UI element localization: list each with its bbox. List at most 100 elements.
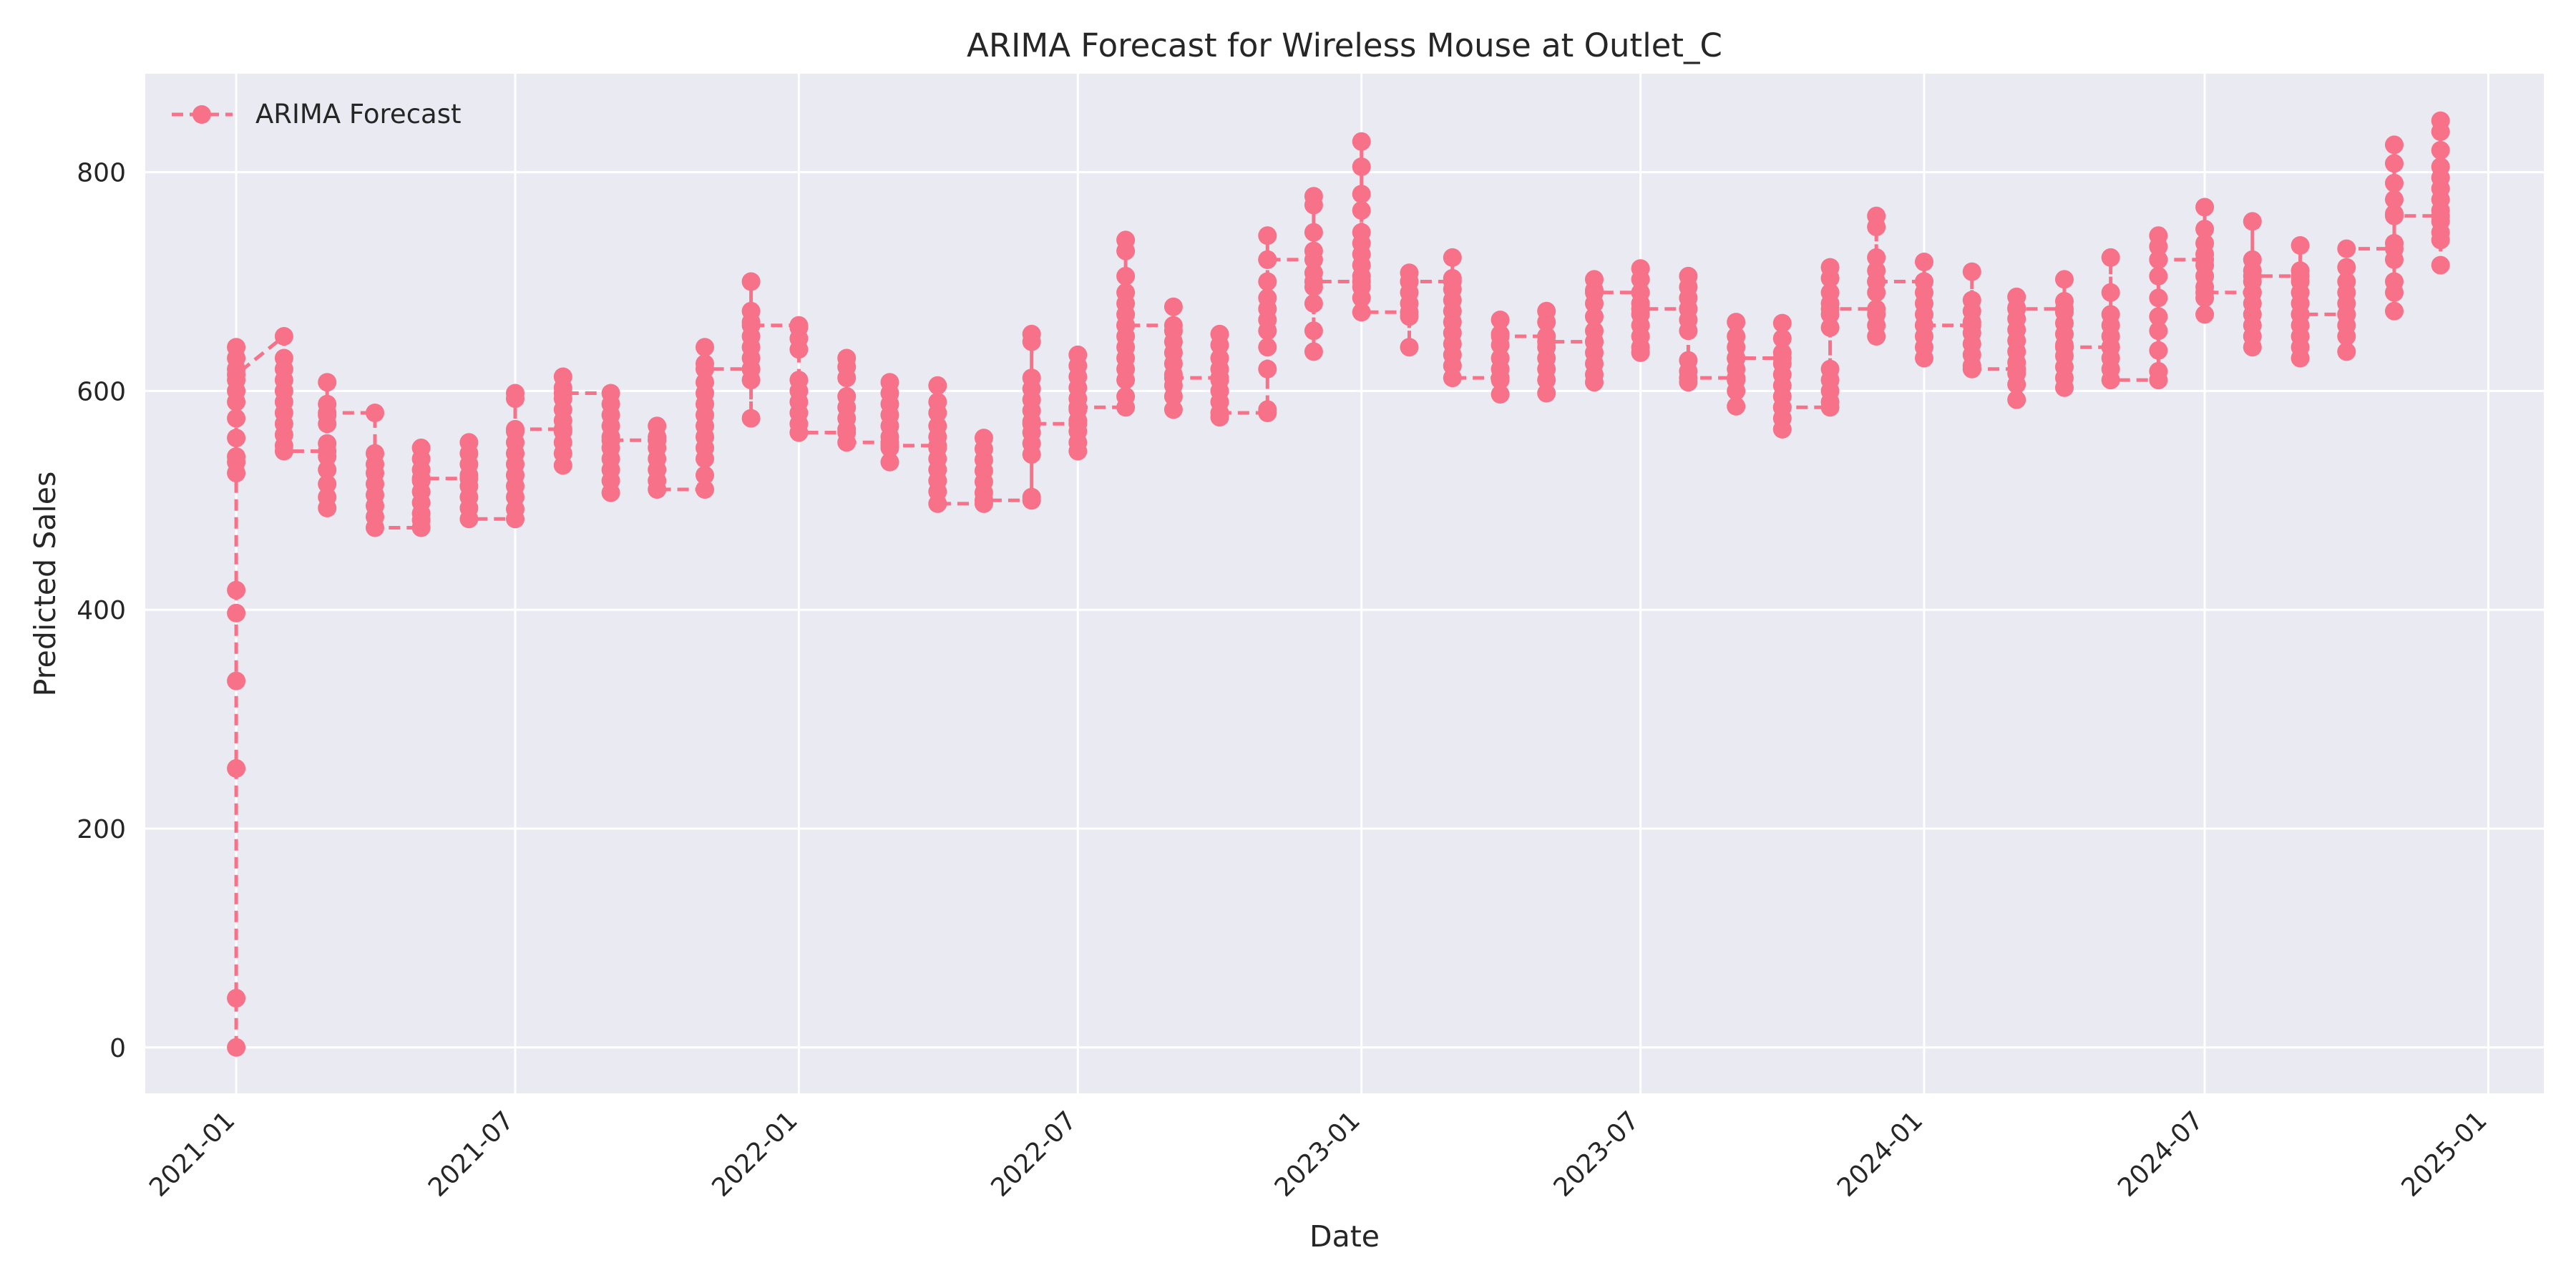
- forecast-point: [928, 376, 947, 395]
- forecast-point: [2149, 266, 2168, 286]
- forecast-point: [1820, 299, 1840, 318]
- forecast-point: [1022, 414, 1041, 434]
- forecast-point: [2385, 283, 2404, 302]
- forecast-point: [2337, 342, 2356, 361]
- forecast-point: [1116, 241, 1136, 260]
- forecast-point: [1772, 329, 1792, 348]
- x-axis-label: Date: [1309, 1219, 1380, 1254]
- forecast-point: [1679, 321, 1698, 341]
- forecast-point: [1304, 294, 1323, 313]
- y-tick-label: 600: [77, 377, 126, 406]
- forecast-point: [1820, 392, 1840, 411]
- forecast-point: [318, 404, 337, 422]
- forecast-point: [2195, 220, 2215, 239]
- chart-title: ARIMA Forecast for Wireless Mouse at Out…: [967, 26, 1722, 64]
- forecast-point: [2149, 237, 2168, 256]
- forecast-point: [2385, 301, 2404, 321]
- forecast-point: [648, 480, 667, 499]
- forecast-point: [506, 499, 525, 519]
- forecast-point: [2007, 390, 2026, 409]
- forecast-point: [2431, 255, 2450, 275]
- forecast-point: [318, 460, 337, 479]
- y-axis-label: Predicted Sales: [28, 472, 62, 697]
- forecast-point: [1867, 218, 1886, 237]
- forecast-point: [2149, 361, 2168, 381]
- forecast-point: [1304, 321, 1323, 341]
- forecast-point: [1352, 201, 1371, 220]
- forecast-point: [2385, 154, 2404, 173]
- forecast-point: [553, 384, 572, 403]
- forecast-point: [789, 423, 809, 442]
- forecast-point: [274, 327, 293, 346]
- forecast-point: [2101, 283, 2120, 302]
- forecast-point: [741, 316, 761, 335]
- forecast-point: [1304, 195, 1323, 215]
- forecast-point: [227, 338, 246, 357]
- forecast-point: [1537, 313, 1556, 332]
- forecast-point: [2149, 341, 2168, 360]
- forecast-point: [227, 447, 246, 467]
- forecast-point: [1400, 307, 1419, 326]
- forecast-point: [1727, 396, 1746, 416]
- y-tick-label: 400: [77, 596, 126, 625]
- forecast-point: [974, 491, 993, 510]
- forecast-point: [837, 433, 857, 452]
- forecast-point: [1537, 332, 1556, 351]
- forecast-point: [459, 509, 479, 529]
- forecast-point: [2149, 321, 2168, 341]
- forecast-point: [506, 419, 525, 439]
- forecast-point: [1867, 327, 1886, 346]
- forecast-point: [1258, 338, 1277, 357]
- forecast-point: [2055, 338, 2074, 357]
- forecast-point: [2385, 135, 2404, 155]
- forecast-point: [1210, 404, 1229, 422]
- forecast-point: [2055, 270, 2074, 289]
- forecast-point: [1163, 369, 1183, 388]
- forecast-point: [1867, 248, 1886, 267]
- forecast-point: [227, 758, 246, 778]
- forecast-point: [1820, 318, 1840, 337]
- forecast-point: [2385, 234, 2404, 253]
- forecast-point: [1163, 387, 1183, 406]
- forecast-point: [2337, 327, 2356, 346]
- forecast-point: [1491, 371, 1510, 390]
- forecast-point: [2149, 307, 2168, 326]
- forecast-point: [928, 494, 947, 513]
- forecast-point: [1116, 387, 1136, 406]
- forecast-point: [696, 359, 714, 379]
- forecast-point: [2385, 250, 2404, 269]
- forecast-point: [1491, 385, 1510, 404]
- grid-lines: [145, 74, 2544, 1093]
- forecast-point: [1116, 316, 1136, 335]
- forecast-point: [506, 389, 525, 409]
- forecast-point: [1400, 338, 1419, 357]
- forecast-point: [227, 671, 246, 691]
- forecast-point: [318, 499, 337, 517]
- forecast-point: [227, 365, 246, 384]
- y-tick-label: 800: [77, 159, 126, 188]
- forecast-point: [1116, 371, 1136, 390]
- forecast-point: [1915, 253, 1933, 271]
- forecast-point: [696, 466, 714, 485]
- forecast-point: [880, 436, 899, 455]
- forecast-point: [411, 510, 431, 530]
- forecast-point: [2195, 197, 2215, 217]
- y-tick-label: 200: [77, 815, 126, 844]
- forecast-point: [1304, 272, 1323, 291]
- legend-label: ARIMA Forecast: [255, 99, 462, 130]
- forecast-point: [1163, 297, 1183, 316]
- forecast-point: [1727, 348, 1746, 368]
- forecast-point: [1537, 371, 1556, 390]
- forecast-point: [2007, 375, 2026, 394]
- forecast-point: [227, 580, 246, 600]
- forecast-point: [411, 469, 431, 488]
- forecast-point: [366, 518, 384, 537]
- forecast-point: [696, 338, 714, 357]
- forecast-point: [1537, 384, 1556, 403]
- forecast-point: [1400, 294, 1419, 313]
- forecast-point: [227, 989, 246, 1008]
- forecast-point: [1631, 299, 1650, 318]
- forecast-point: [2385, 190, 2404, 209]
- forecast-point: [1258, 288, 1277, 308]
- forecast-point: [1585, 283, 1604, 302]
